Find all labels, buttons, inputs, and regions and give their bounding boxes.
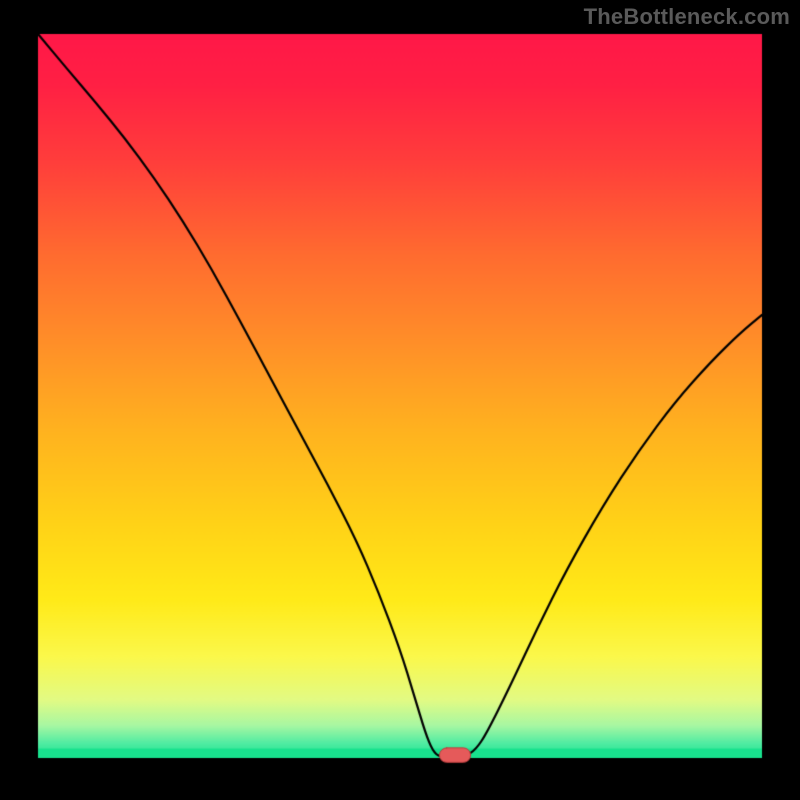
watermark-text: TheBottleneck.com xyxy=(584,4,790,30)
bottleneck-chart-canvas xyxy=(0,0,800,800)
chart-stage: TheBottleneck.com xyxy=(0,0,800,800)
